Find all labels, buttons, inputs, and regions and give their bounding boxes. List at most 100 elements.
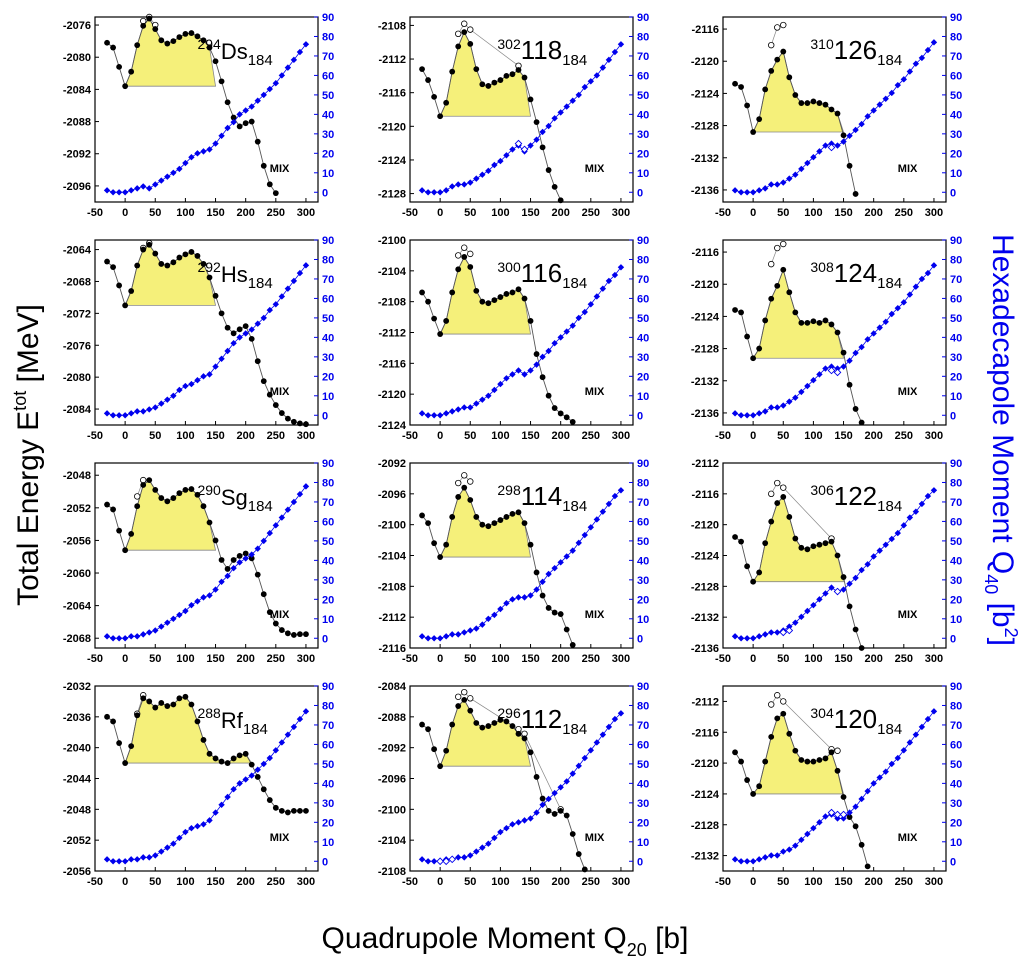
x-tick-label: 100 (491, 653, 509, 665)
left-tick-label: -2096 (378, 489, 406, 501)
right-tick-label: 40 (637, 555, 649, 567)
right-tick-label: 50 (322, 313, 334, 325)
q40-point (870, 780, 877, 787)
q40-point (127, 187, 135, 194)
left-tick-label: -2052 (63, 503, 91, 515)
energy-point (176, 695, 183, 702)
x-tick-label: -50 (715, 653, 731, 665)
energy-point (750, 355, 757, 362)
q40-point (731, 633, 739, 640)
energy-point (122, 83, 129, 90)
energy-point (140, 482, 147, 488)
q40-point (852, 574, 859, 582)
energy-point (792, 535, 799, 542)
right-tick-label: 20 (950, 148, 962, 160)
left-tick-label: -2116 (691, 24, 719, 36)
q40-point (587, 747, 595, 754)
q40-point (755, 410, 763, 417)
q40-point (272, 301, 280, 308)
energy-point (212, 755, 219, 762)
energy-point (224, 99, 231, 106)
q40-point (587, 78, 595, 85)
q40-point (876, 547, 883, 554)
x-tick-label: 150 (521, 207, 539, 219)
q40-point (798, 836, 805, 844)
right-tick-label: 40 (637, 109, 649, 121)
right-tick-label: 80 (322, 254, 334, 266)
right-tick-label: 10 (950, 391, 962, 403)
q40-point (882, 768, 889, 775)
right-tick-label: 60 (637, 516, 649, 528)
energy-point (254, 358, 261, 365)
energy-open-point (774, 692, 781, 699)
x-tick-label: -50 (87, 653, 103, 665)
right-tick-label: 80 (950, 477, 962, 489)
right-tick-label: 30 (322, 352, 334, 364)
left-tick-label: -2044 (63, 774, 92, 786)
q40-point (527, 815, 534, 822)
q40-point (876, 774, 883, 781)
energy-open-point (768, 260, 775, 268)
q40-point (822, 142, 829, 149)
nucleus-label: 298114184 (497, 481, 587, 515)
energy-point (170, 701, 177, 708)
q40-point (834, 142, 841, 149)
energy-point (164, 498, 171, 505)
energy-point (419, 512, 425, 519)
left-tick-label: -2100 (378, 235, 406, 247)
energy-point (303, 807, 309, 814)
q40-open-point (827, 808, 836, 817)
right-tick-label: 10 (637, 391, 649, 403)
q40-point (158, 623, 165, 630)
energy-point (272, 190, 279, 197)
q40-open-point (779, 628, 788, 637)
q40-point (230, 564, 237, 572)
nucleus-neutrons: 184 (562, 721, 587, 738)
energy-point (539, 144, 546, 151)
energy-point (539, 592, 546, 599)
q40-point (448, 408, 456, 415)
q40-point (792, 171, 799, 178)
mix-label: MIX (585, 163, 605, 175)
left-tick-label: -2076 (63, 20, 91, 32)
q40-point (424, 189, 432, 196)
right-tick-label: 0 (322, 856, 328, 868)
energy-point (804, 758, 811, 765)
q40-point (545, 570, 552, 578)
q40-point (182, 159, 189, 167)
plot-frame (722, 16, 947, 203)
q40-point (918, 54, 926, 62)
left-tick-label: -2124 (378, 420, 407, 432)
x-tick-label: 300 (925, 653, 943, 665)
q40-point (894, 304, 901, 312)
energy-point (467, 497, 474, 503)
left-tick-label: -2136 (691, 185, 719, 197)
q40-point (218, 132, 225, 139)
right-tick-label: 70 (637, 274, 649, 286)
left-tick-label: -2136 (691, 643, 719, 655)
q40-point (302, 41, 310, 48)
q40-point (768, 181, 775, 188)
energy-line (734, 268, 863, 423)
q40-point (858, 795, 865, 803)
x-tick-label: 50 (464, 430, 476, 442)
energy-point (575, 851, 582, 857)
energy-point (248, 118, 255, 125)
q40-point (569, 97, 576, 104)
energy-point (557, 410, 564, 417)
energy-point (768, 733, 775, 740)
right-tick-label: 70 (322, 720, 334, 732)
nucleus-name: Sg (221, 485, 248, 510)
energy-point (479, 521, 486, 528)
x-tick-label: 250 (582, 653, 600, 665)
energy-point (116, 527, 123, 534)
left-tick-label: -2116 (378, 358, 406, 370)
q40-point (290, 498, 298, 506)
left-tick-label: -2064 (63, 601, 92, 613)
panel-126: -2116 -2120 -2124 -2128 -2132 -2136 0 10 20 30 40 5… (691, 12, 962, 219)
right-tick-label: 0 (322, 410, 328, 422)
x-tick-label: 0 (750, 653, 756, 665)
energy-point (152, 26, 159, 32)
q40-point (545, 795, 552, 803)
energy-point (128, 288, 135, 294)
